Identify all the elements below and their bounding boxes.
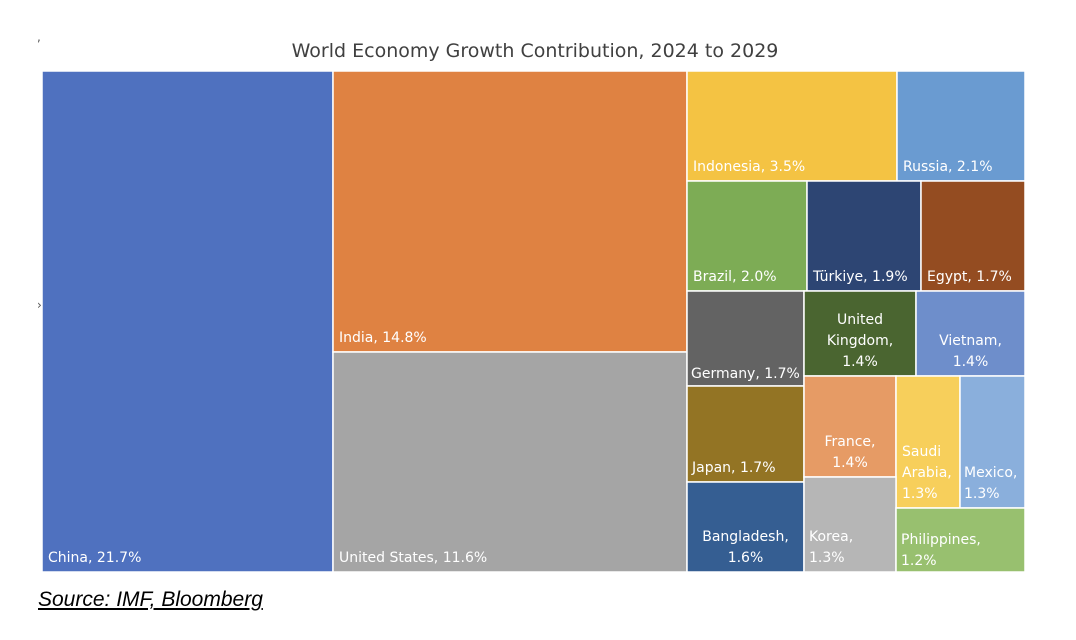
source-note: Source: IMF, Bloomberg: [38, 588, 263, 611]
tile-indonesia: Indonesia, 3.5%: [686, 70, 898, 182]
tile-china: China, 21.7%: [41, 70, 334, 573]
tile-united-kingdom: United Kingdom, 1.4%: [803, 290, 917, 377]
tile-egypt: Egypt, 1.7%: [920, 180, 1026, 292]
tile-label-united-kingdom: United Kingdom, 1.4%: [827, 312, 893, 370]
tile-japan: Japan, 1.7%: [686, 385, 805, 483]
chart-title: World Economy Growth Contribution, 2024 …: [291, 40, 779, 62]
tile-korea: Korea, 1.3%: [803, 476, 897, 573]
tile-brazil: Brazil, 2.0%: [686, 180, 808, 292]
tile-mexico: Mexico, 1.3%: [959, 375, 1026, 509]
tile-vietnam: Vietnam, 1.4%: [915, 290, 1026, 377]
tile-rect-united-kingdom: [803, 290, 917, 377]
tile-label-france: France, 1.4%: [824, 434, 875, 471]
tile-rect-egypt: [920, 180, 1026, 292]
tile-germany: Germany, 1.7%: [686, 290, 805, 387]
tile-label-united-states: United States, 11.6%: [339, 550, 487, 566]
tile-rect-india: [332, 70, 688, 353]
tile-rect-japan: [686, 385, 805, 483]
tile-rect-france: [803, 375, 897, 478]
tile-france: France, 1.4%: [803, 375, 897, 478]
tile-label-egypt: Egypt, 1.7%: [927, 269, 1012, 285]
tile-label-japan: Japan, 1.7%: [691, 460, 776, 476]
tile-rect-united-states: [332, 351, 688, 573]
tile-rect-bangladesh: [686, 481, 805, 573]
tile-label-saudi-arabia: Saudi Arabia, 1.3%: [902, 444, 952, 502]
tile-label-germany: Germany, 1.7%: [691, 366, 800, 382]
stray-mark: ›: [37, 298, 42, 312]
tile-rect-vietnam: [915, 290, 1026, 377]
tile-label-bangladesh: Bangladesh, 1.6%: [702, 529, 789, 566]
tile-bangladesh: Bangladesh, 1.6%: [686, 481, 805, 573]
tile-rect-korea: [803, 476, 897, 573]
tile-united-states: United States, 11.6%: [332, 351, 688, 573]
stray-mark: ,: [37, 30, 41, 44]
tile-rect-germany: [686, 290, 805, 387]
tile-saudi-arabia: Saudi Arabia, 1.3%: [895, 375, 961, 509]
tile-label-philippines: Philippines, 1.2%: [901, 532, 981, 569]
tile-label-t-rkiye: Türkiye, 1.9%: [812, 269, 908, 285]
tile-russia: Russia, 2.1%: [896, 70, 1026, 182]
tile-label-china: China, 21.7%: [48, 550, 141, 566]
tile-label-brazil: Brazil, 2.0%: [693, 269, 777, 285]
tile-india: India, 14.8%: [332, 70, 688, 353]
tile-t-rkiye: Türkiye, 1.9%: [806, 180, 922, 292]
tile-label-korea: Korea, 1.3%: [809, 529, 853, 566]
tile-label-vietnam: Vietnam, 1.4%: [939, 333, 1002, 370]
tile-label-russia: Russia, 2.1%: [903, 159, 993, 175]
tile-label-indonesia: Indonesia, 3.5%: [693, 159, 805, 175]
tile-label-mexico: Mexico, 1.3%: [964, 465, 1017, 502]
tile-philippines: Philippines, 1.2%: [895, 507, 1026, 573]
tile-rect-philippines: [895, 507, 1026, 573]
tile-label-india: India, 14.8%: [339, 330, 427, 346]
tile-rect-china: [41, 70, 334, 573]
